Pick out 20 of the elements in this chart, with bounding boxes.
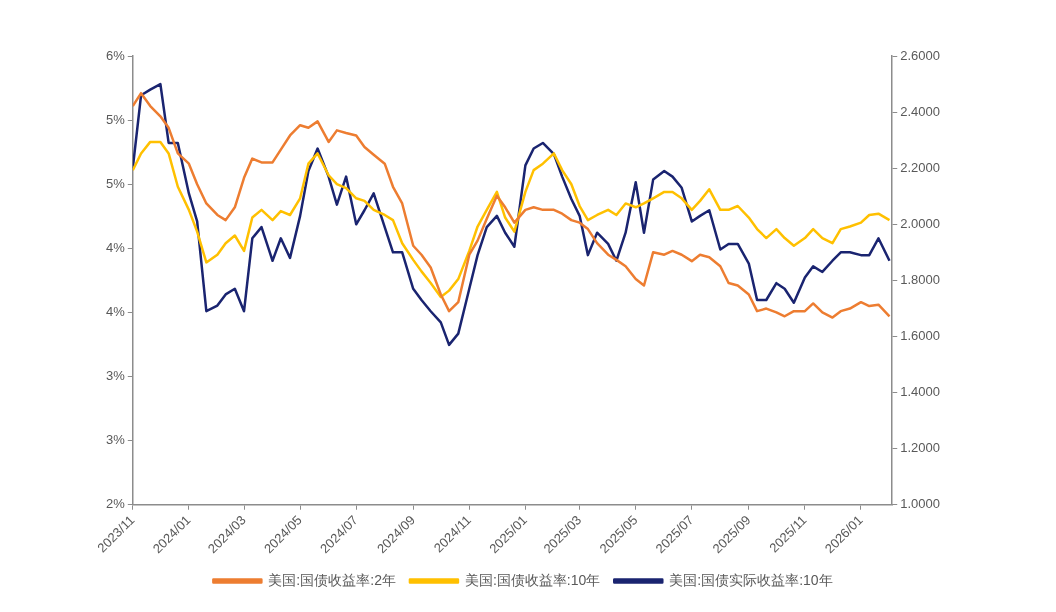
y2-tick-label: 2.0000 — [900, 215, 940, 231]
y2-tick-label: 1.0000 — [900, 496, 940, 512]
y2-tick-label: 1.4000 — [900, 384, 940, 400]
y-tick-label: 6% — [105, 47, 126, 63]
y-tick-label: 5% — [105, 175, 126, 191]
y-tick-label: 3% — [105, 368, 126, 384]
y2-tick-label: 1.6000 — [900, 328, 940, 344]
y-tick-label: 3% — [105, 432, 126, 448]
legend-label: 美国:国债收益率:10年 — [464, 571, 601, 588]
y2-tick-label: 1.8000 — [900, 271, 940, 287]
y2-tick-label: 2.6000 — [900, 47, 940, 63]
y2-tick-label: 2.4000 — [900, 103, 940, 119]
legend-label: 美国:国债收益率:2年 — [268, 571, 396, 588]
y-tick-label: 5% — [105, 111, 126, 127]
y-tick-label: 2% — [105, 496, 126, 512]
y-tick-label: 4% — [105, 239, 126, 255]
y-tick-label: 4% — [105, 304, 126, 319]
legend-label: 美国:国债实际收益率:10年 — [669, 571, 833, 588]
y2-tick-label: 1.2000 — [900, 440, 940, 456]
y2-tick-label: 2.2000 — [900, 159, 940, 175]
